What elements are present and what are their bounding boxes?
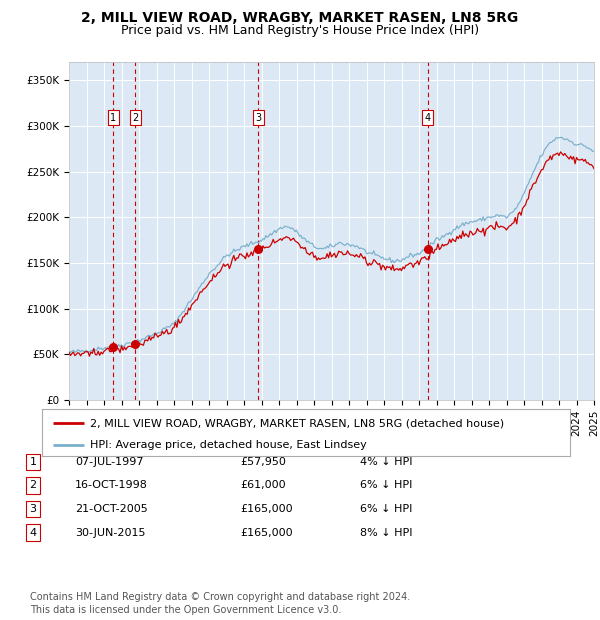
Text: 3: 3	[29, 504, 37, 514]
Text: 30-JUN-2015: 30-JUN-2015	[75, 528, 146, 538]
Text: 4: 4	[425, 113, 431, 123]
Text: 21-OCT-2005: 21-OCT-2005	[75, 504, 148, 514]
Text: £165,000: £165,000	[240, 504, 293, 514]
Text: 16-OCT-1998: 16-OCT-1998	[75, 480, 148, 490]
Text: HPI: Average price, detached house, East Lindsey: HPI: Average price, detached house, East…	[89, 440, 366, 451]
Text: 2: 2	[29, 480, 37, 490]
Text: £165,000: £165,000	[240, 528, 293, 538]
Text: £61,000: £61,000	[240, 480, 286, 490]
Text: 07-JUL-1997: 07-JUL-1997	[75, 457, 143, 467]
Text: 4: 4	[29, 528, 37, 538]
Text: 6% ↓ HPI: 6% ↓ HPI	[360, 480, 412, 490]
Text: 2: 2	[132, 113, 139, 123]
Text: 4% ↓ HPI: 4% ↓ HPI	[360, 457, 413, 467]
Text: 1: 1	[110, 113, 116, 123]
Text: 6% ↓ HPI: 6% ↓ HPI	[360, 504, 412, 514]
Text: 3: 3	[255, 113, 261, 123]
Text: 2, MILL VIEW ROAD, WRAGBY, MARKET RASEN, LN8 5RG: 2, MILL VIEW ROAD, WRAGBY, MARKET RASEN,…	[82, 11, 518, 25]
Text: 8% ↓ HPI: 8% ↓ HPI	[360, 528, 413, 538]
Text: 1: 1	[29, 457, 37, 467]
Text: Contains HM Land Registry data © Crown copyright and database right 2024.
This d: Contains HM Land Registry data © Crown c…	[30, 592, 410, 615]
Text: £57,950: £57,950	[240, 457, 286, 467]
Text: 2, MILL VIEW ROAD, WRAGBY, MARKET RASEN, LN8 5RG (detached house): 2, MILL VIEW ROAD, WRAGBY, MARKET RASEN,…	[89, 418, 503, 428]
Text: Price paid vs. HM Land Registry's House Price Index (HPI): Price paid vs. HM Land Registry's House …	[121, 24, 479, 37]
